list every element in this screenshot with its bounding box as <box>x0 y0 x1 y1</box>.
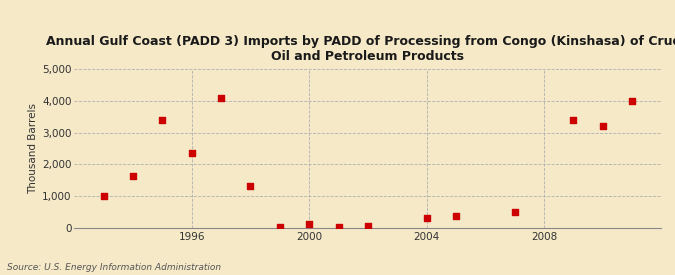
Y-axis label: Thousand Barrels: Thousand Barrels <box>28 103 38 194</box>
Title: Annual Gulf Coast (PADD 3) Imports by PADD of Processing from Congo (Kinshasa) o: Annual Gulf Coast (PADD 3) Imports by PA… <box>46 35 675 64</box>
Point <box>362 224 373 228</box>
Point <box>245 184 256 188</box>
Point <box>509 210 520 214</box>
Text: Source: U.S. Energy Information Administration: Source: U.S. Energy Information Administ… <box>7 263 221 272</box>
Point <box>157 118 167 123</box>
Point <box>98 194 109 199</box>
Point <box>304 222 315 226</box>
Point <box>568 118 578 123</box>
Point <box>450 214 461 219</box>
Point <box>215 96 226 101</box>
Point <box>626 98 637 103</box>
Point <box>186 151 197 155</box>
Point <box>128 174 138 178</box>
Point <box>274 224 285 229</box>
Point <box>333 225 344 229</box>
Point <box>597 123 608 128</box>
Point <box>421 216 432 221</box>
